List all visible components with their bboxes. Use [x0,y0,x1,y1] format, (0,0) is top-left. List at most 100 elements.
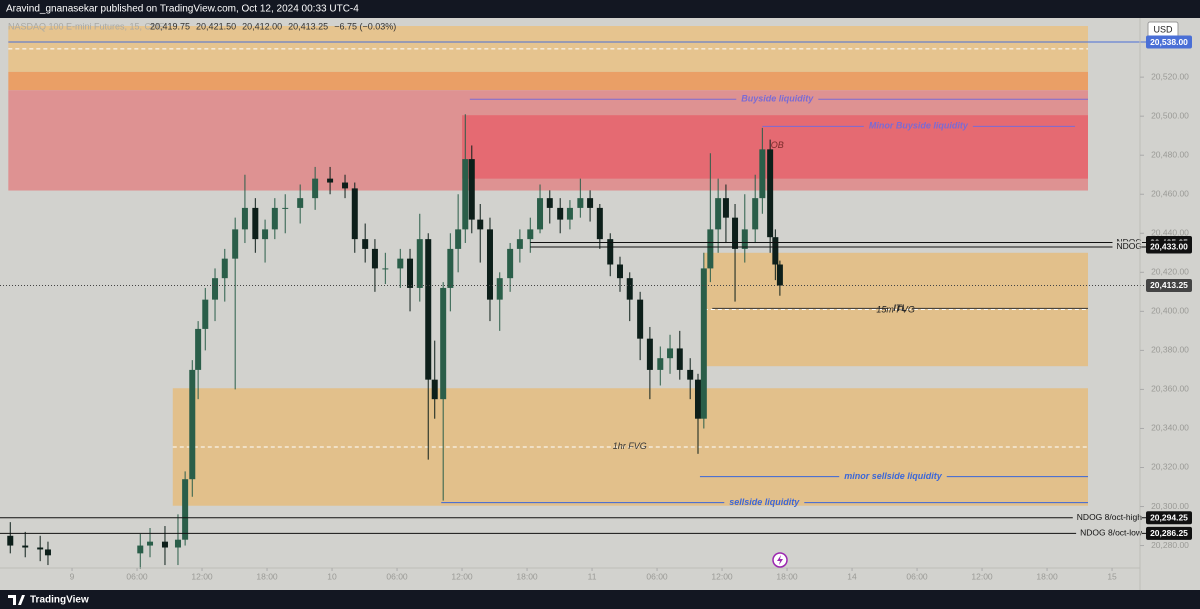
candle-body [676,348,683,370]
candle-body [371,248,378,269]
candle-body [351,188,358,240]
candle-body [425,239,432,380]
level-name: NDOG [1117,241,1143,251]
candle-body [416,239,423,288]
candle-body [262,229,269,240]
zone [8,71,1088,91]
candle-body [700,268,707,419]
candle-body [212,278,219,300]
candle-body [577,198,584,208]
y-tick-label: 20,360.00 [1151,384,1189,394]
price-tag [1146,278,1192,292]
candle-body [772,237,779,265]
price-tag [1146,35,1192,49]
candle-body [741,229,748,249]
symbol: NASDAQ 100 E-mini Futures, 15, CME [8,21,165,31]
candle-body [447,248,454,288]
candle-body [362,239,369,249]
candle-body [752,198,759,230]
candle-body [232,229,239,259]
brand: TradingView [30,595,89,606]
candle-body [7,535,14,546]
candle-body [137,545,144,554]
y-tick-label: 20,300.00 [1151,501,1189,511]
currency: USD [1153,24,1173,34]
readout-value: 20,421.50 [196,21,236,31]
footer-bar [0,590,1200,609]
x-tick-label: 10 [327,571,337,581]
x-tick-label: 11 [588,571,597,581]
line-label: ITL [893,303,907,313]
x-tick-label: 12:00 [191,571,213,581]
x-tick-label: 18:00 [1036,571,1058,581]
candle-body [477,219,484,230]
candle-body [455,229,462,249]
y-tick-label: 20,460.00 [1151,188,1189,198]
candle-body [667,348,674,359]
candle-body [637,299,644,339]
x-tick-label: 15 [1107,571,1117,581]
price-tag-label: 20,294.25 [1150,512,1188,522]
price-tag-label: 20,538.00 [1150,37,1188,47]
candle-body [767,149,774,238]
level-name-bg [1076,527,1142,539]
zone [462,115,1088,179]
candle-body [557,207,564,220]
candle-body [161,541,168,548]
candle-body [776,264,783,286]
x-tick-label: 18:00 [516,571,538,581]
candle-body [327,178,334,183]
event-icon-bolt [777,555,783,565]
candle-body [507,248,514,279]
candle-body [342,182,349,189]
candle-body [687,369,694,380]
candle-body [759,149,766,199]
price-tag [1146,511,1192,525]
candle-body [626,278,633,300]
readout-value: 20,413.25 [288,21,328,31]
y-tick-label: 20,280.00 [1151,540,1189,550]
candle-body [516,239,523,249]
line-label: Minor Buyside liquidity [869,121,969,131]
x-tick-label: 06:00 [126,571,148,581]
candle-body [174,539,181,548]
candle-body [382,268,389,270]
level-name: NDOG 8/oct-high [1077,512,1142,522]
candle-body [147,541,154,546]
candle-body [722,198,729,218]
x-tick-label: 06:00 [386,571,408,581]
candle-body [694,379,701,419]
candle-body [587,198,594,208]
x-tick-label: 18:00 [256,571,278,581]
candle-body [397,258,404,269]
x-tick-label: 14 [847,571,857,581]
candle-body [616,264,623,279]
candle-body [707,229,714,269]
candle-body [282,207,289,209]
zone-label: 15m FVG [876,304,915,314]
level-name-bg [1112,241,1142,253]
y-tick-label: 20,400.00 [1151,306,1189,316]
zone-label: 1hr FVG [613,441,647,451]
candle-body [202,299,209,329]
x-tick-label: 06:00 [906,571,928,581]
x-tick-label: 12:00 [451,571,473,581]
candle-body [37,547,44,550]
candle-body [431,379,438,400]
x-tick-label: 12:00 [971,571,993,581]
candle-body [407,258,414,288]
candle-body [271,207,278,230]
zone-label: OB [771,140,784,150]
price-tag [1146,526,1192,540]
candle-body [566,207,573,220]
candle-body [440,287,447,400]
candle-body [241,207,248,230]
candle-body [468,159,475,220]
publisher: Aravind_gnanasekar published on TradingV… [6,4,359,15]
plot: Buyside liquidity Minor Buyside liquidity… [0,26,1146,569]
x-tick-label: 18:00 [776,571,798,581]
candle-body [221,258,228,279]
candle-body [252,207,259,240]
